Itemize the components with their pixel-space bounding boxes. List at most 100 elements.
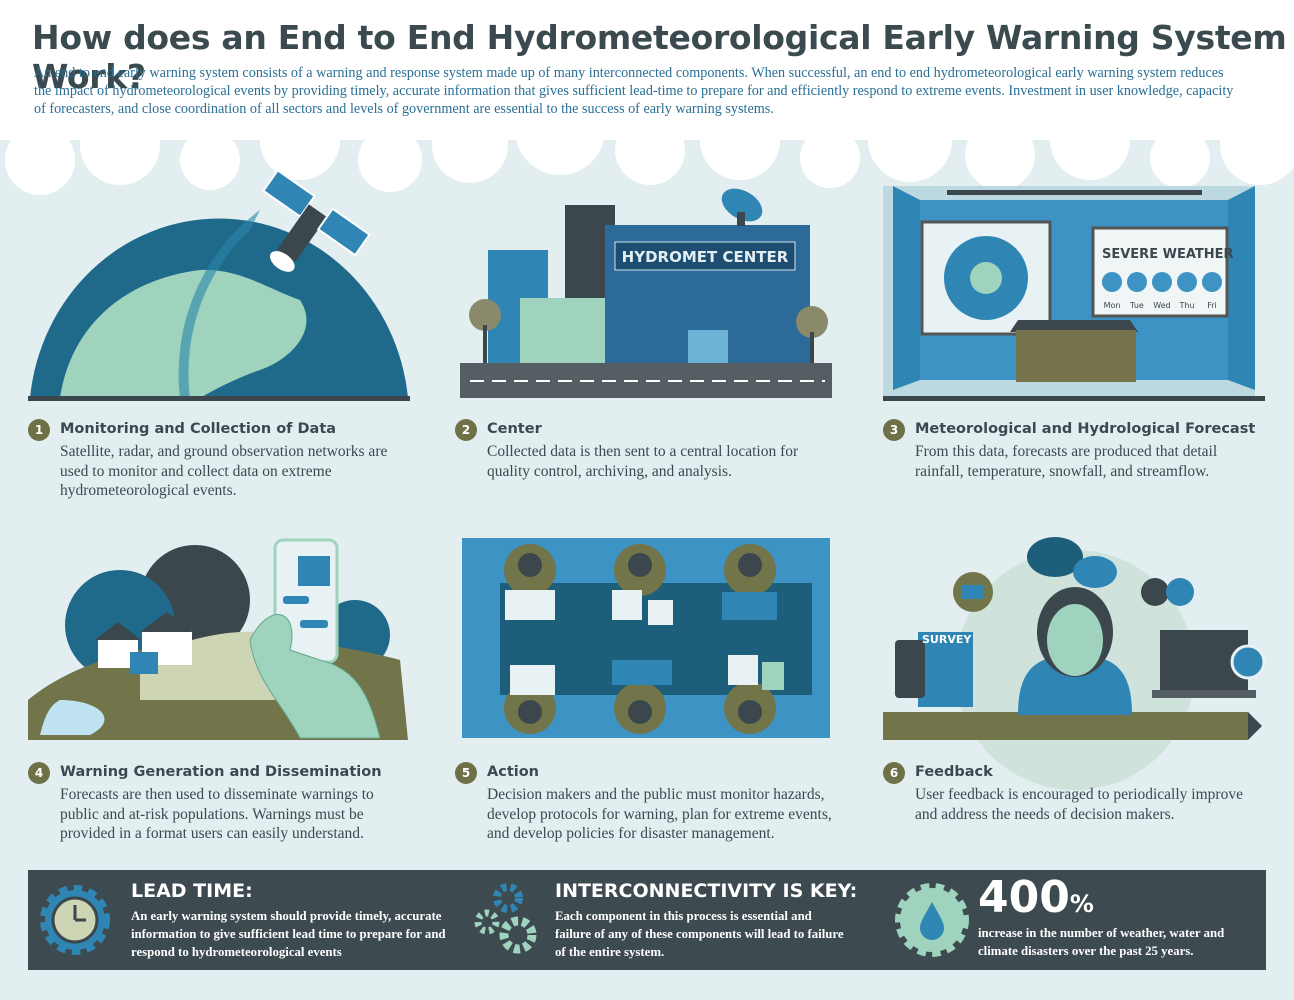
forecast-room-illustration (883, 186, 1265, 401)
feedback-illustration-part (1027, 537, 1083, 577)
step-number: 5 (455, 762, 477, 784)
footer-bar-part (499, 916, 537, 954)
cloud-header-part (515, 85, 605, 175)
action-illustration-part (728, 655, 758, 685)
action-illustration-part (648, 600, 673, 625)
feedback-illustration-part (962, 585, 984, 599)
globe-illustration-part-part (316, 207, 371, 257)
action-illustration-part-part (738, 700, 762, 724)
step-number: 1 (28, 419, 50, 441)
step-text: Satellite, radar, and ground observation… (60, 443, 388, 499)
footer-bar (28, 870, 1266, 970)
globe-illustration-part (261, 168, 371, 272)
weather-icon (1202, 272, 1222, 292)
cloud-header-part (5, 125, 75, 195)
step-title: Meteorological and Hydrological Forecast (915, 421, 1256, 437)
step-text: User feedback is encouraged to periodica… (915, 786, 1243, 823)
step-number: 3 (883, 419, 905, 441)
warning-illustration (28, 538, 408, 740)
weather-icon (1127, 272, 1147, 292)
feedback-illustration-part (883, 712, 1248, 740)
forecast-room-illustration-part (893, 186, 920, 390)
step-number: 4 (28, 762, 50, 784)
weather-icon (1177, 272, 1197, 292)
step-title: Action (487, 764, 540, 780)
feedback-illustration-part (918, 632, 973, 707)
interconnectivity-title: INTERCONNECTIVITY IS KEY: (555, 880, 858, 902)
day-label: Mon (1104, 301, 1121, 310)
step-text: Decision makers and the public must moni… (487, 786, 832, 842)
action-illustration-part-part (738, 553, 762, 577)
feedback-illustration-part (1073, 556, 1117, 588)
step-text: Forecasts are then used to disseminate w… (60, 786, 374, 842)
survey-label: SURVEY (922, 633, 972, 646)
forecast-room-illustration-part (1010, 320, 1138, 332)
lead-time-text: An early warning system should provide t… (131, 909, 446, 959)
footer-bar-part (493, 883, 523, 913)
forecast-room-illustration-part (883, 396, 1265, 401)
action-illustration-part-part (518, 553, 542, 577)
forecast-room-illustration-part (970, 262, 1002, 294)
statistic-value: 400 (978, 872, 1070, 923)
warning-illustration-part (40, 700, 105, 735)
cloud-header-part (1050, 100, 1130, 180)
step-title: Feedback (915, 764, 993, 780)
step-number: 2 (455, 419, 477, 441)
cloud-header-part (432, 107, 508, 183)
forecast-room-illustration-part (1091, 226, 1229, 318)
warning-illustration-part (283, 596, 309, 604)
forecast-room-illustration-part (947, 190, 1202, 195)
screen-title: SEVERE WEATHER (1102, 247, 1234, 262)
center-illustration-part (614, 241, 796, 271)
warning-illustration-part (140, 612, 194, 632)
intro-text: An end to end early warning system consi… (34, 65, 1234, 117)
feedback-illustration-part (1248, 712, 1262, 740)
action-illustration-part (505, 590, 555, 620)
globe-illustration-part-part (277, 204, 327, 263)
cloud-header-part (1220, 105, 1294, 185)
cloud-header-part (700, 100, 780, 180)
feedback-illustration-part (1230, 644, 1266, 680)
day-label: Tue (1129, 301, 1144, 310)
footer-bar-part (28, 870, 1266, 970)
weather-icon (1152, 272, 1172, 292)
step-title: Center (487, 421, 542, 437)
center-illustration-part (796, 306, 828, 338)
page-title: How does an End to End Hydrometeorologic… (32, 18, 1287, 96)
feedback-illustration-part (1141, 578, 1169, 606)
action-illustration-part (612, 590, 642, 620)
day-label: Fri (1207, 301, 1217, 310)
center-illustration-part (483, 325, 487, 365)
warning-illustration-part (300, 620, 328, 628)
cloud-header-part (615, 115, 685, 185)
cloud-header-part (868, 98, 952, 182)
warning-illustration-part (249, 614, 381, 739)
globe-illustration-part (178, 210, 260, 398)
center-illustration-part (688, 330, 728, 365)
action-illustration-part (612, 660, 672, 685)
center-illustration-part (721, 188, 763, 222)
interconnectivity-text: Each component in this process is essent… (555, 909, 844, 959)
action-illustration-part (722, 592, 777, 620)
action-illustration-part (518, 553, 762, 724)
action-illustration-part (762, 662, 784, 690)
footer-bar-part (474, 909, 500, 935)
center-illustration-part (737, 212, 745, 226)
center-illustration-part (520, 298, 605, 365)
cloud-header-part (180, 130, 240, 190)
cloud-header-part (1150, 128, 1210, 188)
feedback-illustration-part (1018, 655, 1132, 715)
center-illustration (460, 188, 832, 398)
cloud-header-part (260, 100, 340, 180)
feedback-illustration-part (1047, 604, 1103, 676)
step-number: 6 (883, 762, 905, 784)
cloud-header-part (965, 120, 1035, 190)
globe-illustration-part-part (269, 251, 295, 272)
globe-illustration (28, 168, 410, 401)
feedback-illustration-part (1152, 690, 1256, 698)
cloud-header-part (800, 128, 860, 188)
day-label: Thu (1178, 301, 1194, 310)
warning-illustration-part (95, 622, 141, 640)
action-illustration-part-part (628, 553, 652, 577)
